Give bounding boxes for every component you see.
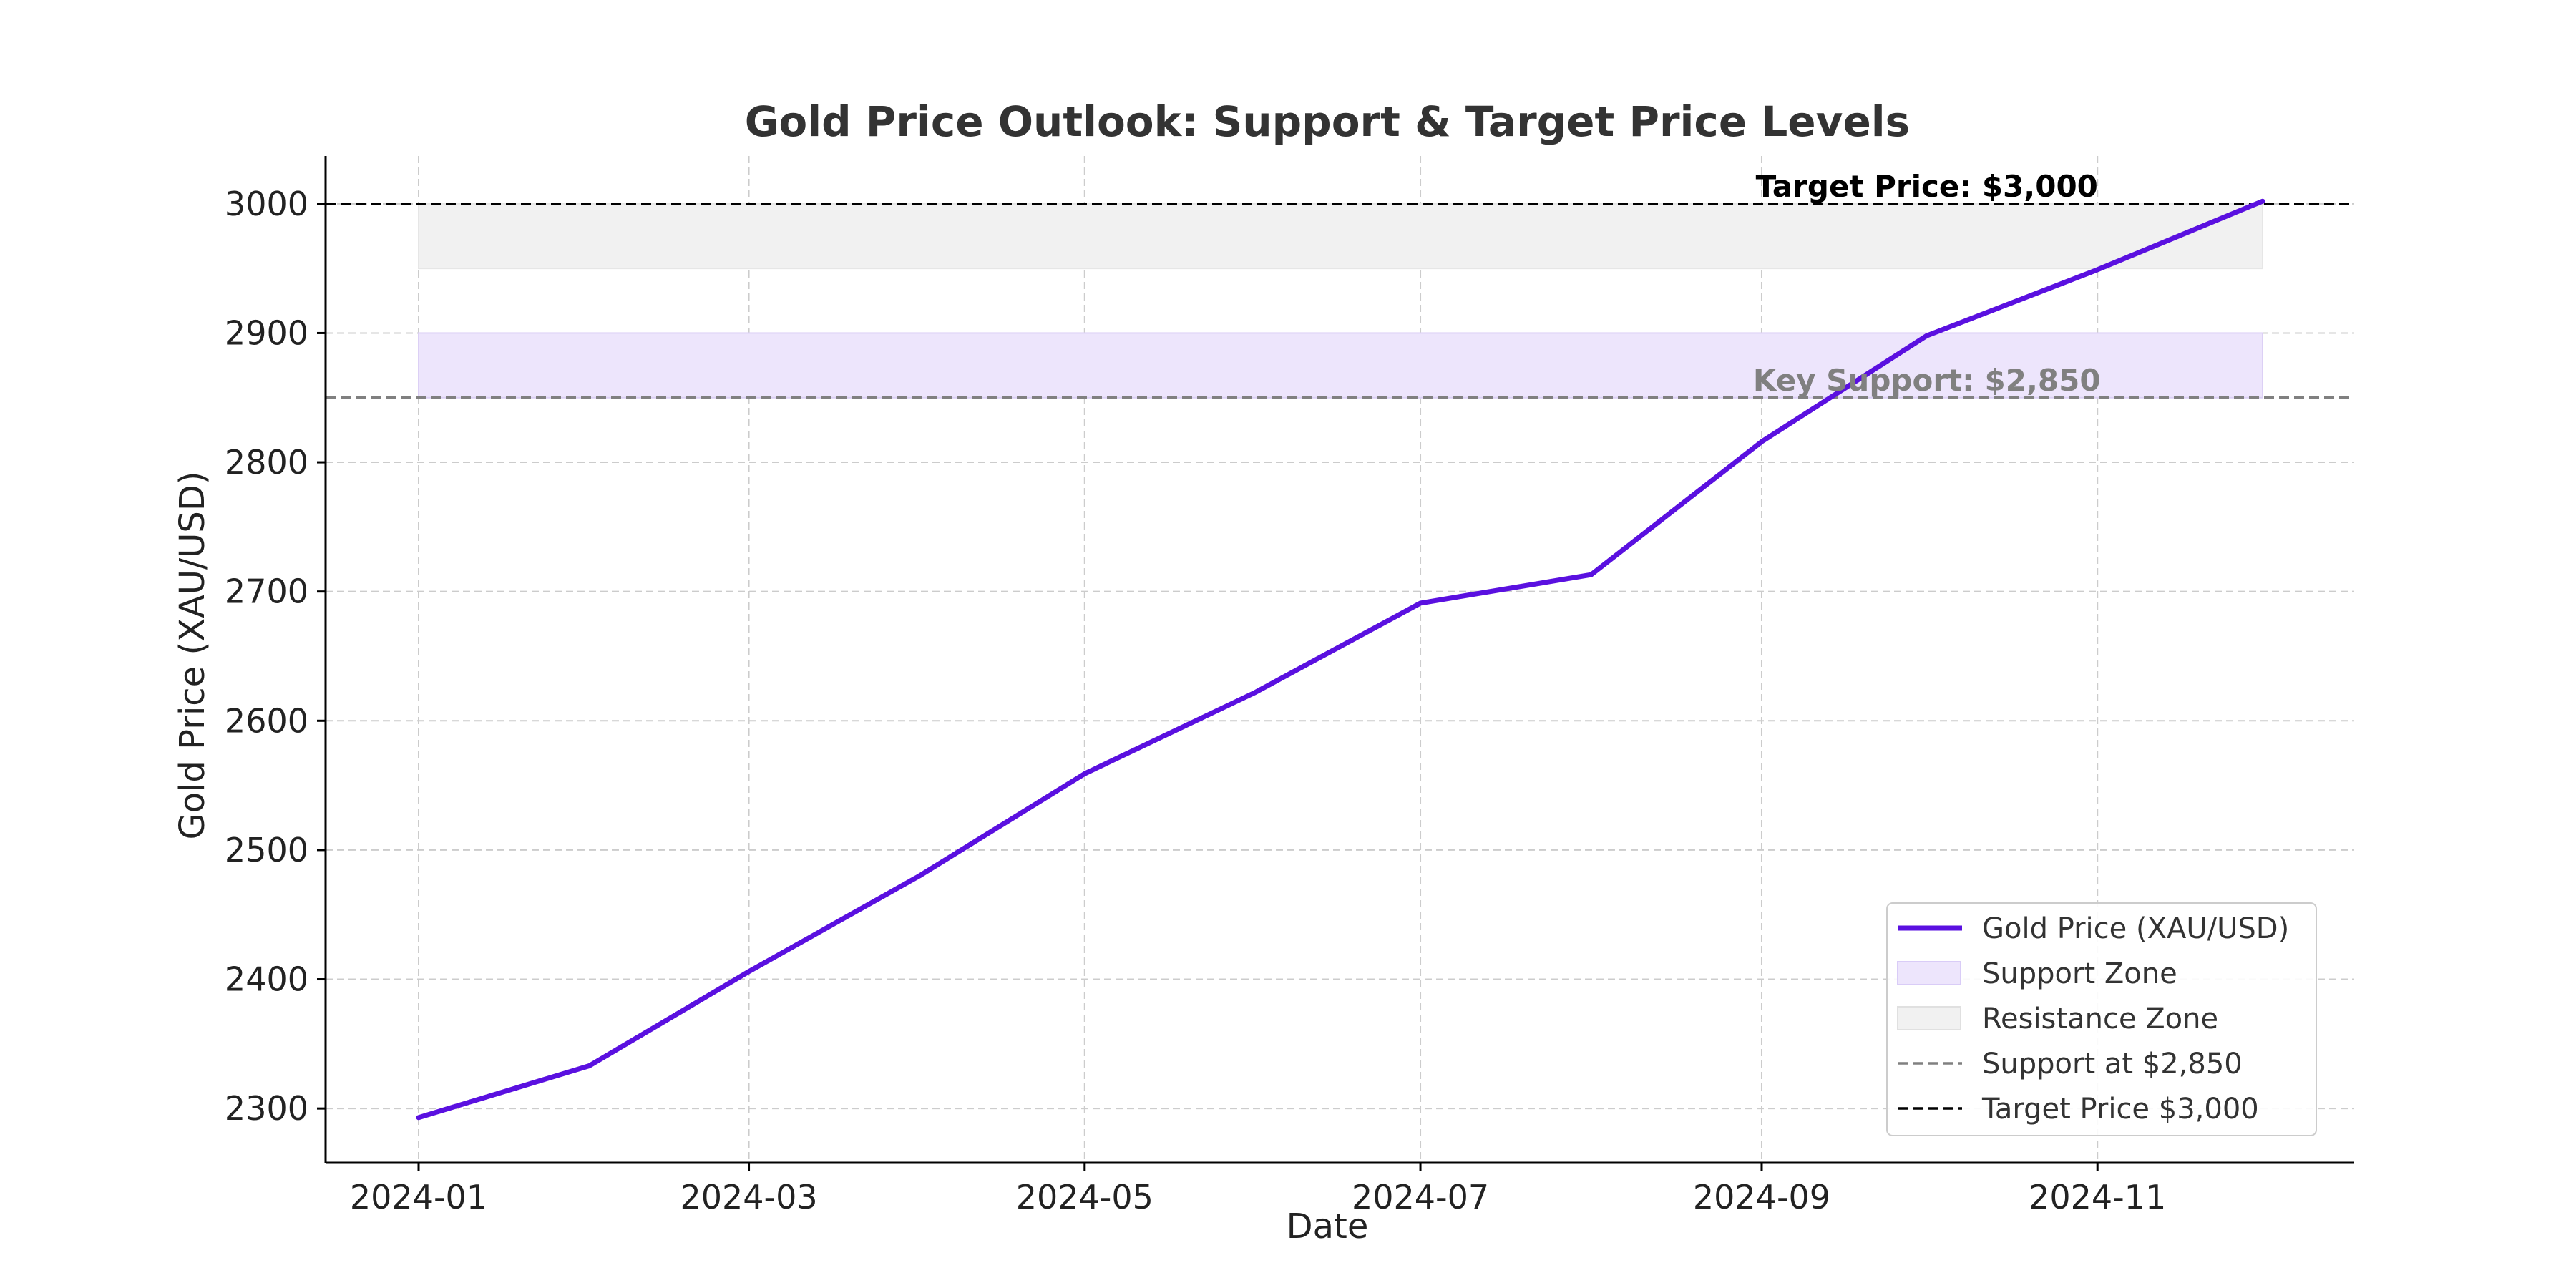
legend-label-support-line: Support at $2,850 [1982,1048,2243,1080]
y-tick-label-2900: 2900 [225,313,308,352]
x-tick-label-2024-01: 2024-01 [350,1178,487,1216]
price-zones [418,203,2263,399]
x-tick-label-2024-09: 2024-09 [1693,1178,1830,1216]
y-tick-label-2300: 2300 [225,1089,308,1128]
y-tick-label-2800: 2800 [225,443,308,482]
chart-title: Gold Price Outlook: Support & Target Pri… [745,97,1910,146]
series-lines [416,198,2265,1121]
zone-resistance-zone [418,203,2263,270]
x-ticks: 2024-01 2024-03 2024-05 2024-07 2024-09 2024-… [350,1163,2166,1216]
y-ticks: 2300 2400 2500 2600 2700 2800 2900 3000 [225,185,326,1128]
y-axis-title: Gold Price (XAU/USD) [172,471,213,839]
annotations: Target Price: $3,000 Key Support: $2,850 [1753,169,2101,398]
y-tick-label-2700: 2700 [225,572,308,611]
axes [324,156,2354,1164]
x-tick-label-2024-11: 2024-11 [2029,1178,2166,1216]
annotation-0: Target Price: $3,000 [1756,169,2098,204]
y-tick-label-3000: 3000 [225,185,308,223]
annotation-1: Key Support: $2,850 [1753,363,2101,398]
x-tick-label-2024-07: 2024-07 [1352,1178,1489,1216]
zone-support-zone [418,332,2263,399]
legend-label-gold-price: Gold Price (XAU/USD) [1982,912,2289,945]
legend: Gold Price (XAU/USD) Support Zone Resist… [1886,902,2317,1136]
legend-frame [1886,902,2317,1136]
reference-lines [326,203,2354,399]
legend-label-support-zone: Support Zone [1982,957,2177,990]
y-tick-label-2600: 2600 [225,701,308,740]
y-tick-label-2500: 2500 [225,831,308,869]
legend-swatch-resistance-zone [1897,1006,1961,1030]
series-line-gold-price [416,198,2265,1121]
x-tick-label-2024-05: 2024-05 [1016,1178,1153,1216]
legend-swatch-support-zone [1897,961,1961,985]
x-tick-label-2024-03: 2024-03 [680,1178,817,1216]
legend-label-resistance-zone: Resistance Zone [1982,1002,2218,1035]
legend-label-target-line: Target Price $3,000 [1981,1093,2259,1126]
x-axis-title: Date [1287,1206,1369,1246]
y-tick-label-2400: 2400 [225,960,308,999]
